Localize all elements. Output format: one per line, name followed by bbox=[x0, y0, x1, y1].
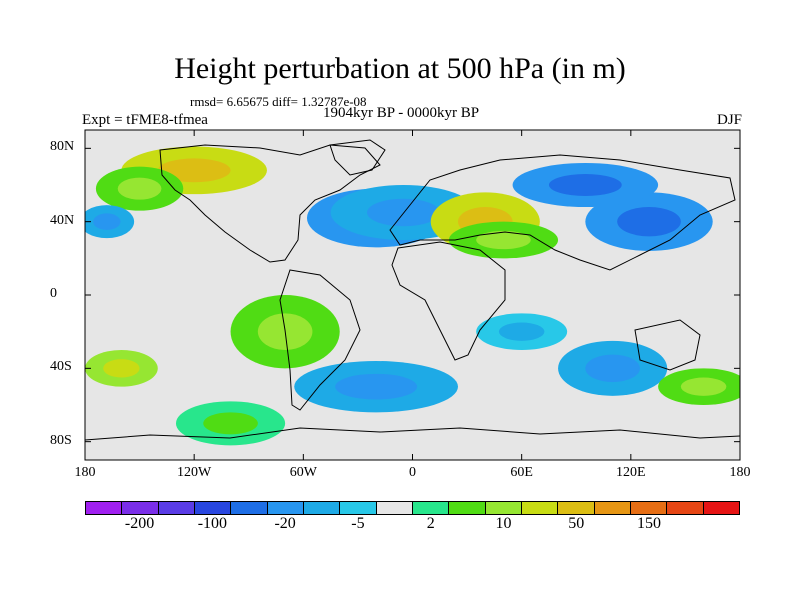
colorbar-swatch bbox=[449, 502, 486, 514]
lat-tick-label: 80S bbox=[50, 432, 72, 448]
lat-tick-label: 0 bbox=[50, 286, 57, 301]
anomaly-core bbox=[585, 354, 640, 383]
colorbar-label: 50 bbox=[568, 515, 585, 532]
anomaly-core bbox=[498, 322, 545, 341]
colorbar-swatch bbox=[412, 502, 450, 514]
colorbar-swatch bbox=[667, 502, 704, 514]
colorbar-swatch bbox=[521, 502, 559, 514]
lat-tick-label: 80N bbox=[50, 139, 75, 155]
colorbar-label: 10 bbox=[495, 515, 512, 532]
colorbar-label: -200 bbox=[124, 515, 155, 532]
anomaly-core bbox=[157, 158, 231, 183]
lon-tick-label: 60E bbox=[510, 465, 533, 480]
coast-south-america bbox=[279, 269, 361, 411]
lat-tick-label: 40S bbox=[50, 359, 72, 375]
coast-antarctica bbox=[85, 427, 740, 441]
colorbar-swatch bbox=[630, 502, 668, 514]
coast-africa bbox=[391, 241, 506, 361]
anomaly-core bbox=[680, 377, 727, 396]
colorbar-label: -5 bbox=[351, 515, 365, 532]
lon-tick-label: 120W bbox=[177, 465, 212, 480]
map-title: Height perturbation at 500 hPa (in m) bbox=[174, 52, 626, 85]
lon-tick-label: 120E bbox=[616, 465, 646, 480]
colorbar-label: 2 bbox=[426, 515, 435, 532]
colorbar-swatch bbox=[158, 502, 195, 514]
colorbar-swatch bbox=[86, 502, 123, 514]
colorbar-swatch bbox=[194, 502, 232, 514]
colorbar-swatch bbox=[303, 502, 341, 514]
lon-tick-label: 180 bbox=[729, 465, 751, 480]
anomaly-core bbox=[103, 359, 140, 378]
stats-line: rmsd= 6.65675 diff= 1.32787e-08 bbox=[190, 94, 367, 109]
anomaly-core bbox=[117, 177, 162, 200]
colorbar-swatch bbox=[594, 502, 631, 514]
colorbar-swatch bbox=[703, 502, 739, 514]
experiment-label: Expt = tFME8-tfmea bbox=[82, 112, 208, 128]
anomaly-core bbox=[617, 207, 681, 237]
coast-australia bbox=[634, 319, 701, 371]
lon-tick-label: 60W bbox=[289, 465, 317, 480]
colorbar bbox=[85, 501, 740, 515]
anomaly-core bbox=[476, 230, 531, 250]
lon-tick-label: 180 bbox=[74, 465, 96, 480]
colorbar-label: 150 bbox=[637, 515, 662, 532]
anomaly-core bbox=[335, 373, 418, 400]
anomaly-core bbox=[203, 412, 258, 435]
colorbar-swatch bbox=[558, 502, 595, 514]
anomaly-core bbox=[548, 174, 622, 196]
colorbar-swatch bbox=[231, 502, 268, 514]
anomaly-core bbox=[93, 213, 121, 230]
colorbar-swatch bbox=[267, 502, 304, 514]
coast-north-america bbox=[159, 144, 381, 263]
lon-tick-label: 0 bbox=[409, 465, 416, 480]
colorbar-swatch bbox=[376, 502, 413, 514]
colorbar-swatch bbox=[485, 502, 522, 514]
season-label: DJF bbox=[716, 112, 742, 128]
axis-ticks bbox=[84, 130, 741, 460]
colorbar-label: -100 bbox=[197, 515, 228, 532]
period-label: 1904kyr BP - 0000kyr BP bbox=[323, 105, 480, 121]
colorbar-label: -20 bbox=[274, 515, 296, 532]
colorbar-swatch bbox=[340, 502, 377, 514]
coast-greenland bbox=[329, 139, 386, 176]
coast-europe-asia bbox=[389, 154, 736, 271]
colorbar-swatch bbox=[122, 502, 159, 514]
lat-tick-label: 40N bbox=[50, 212, 75, 228]
coastlines bbox=[85, 139, 740, 441]
